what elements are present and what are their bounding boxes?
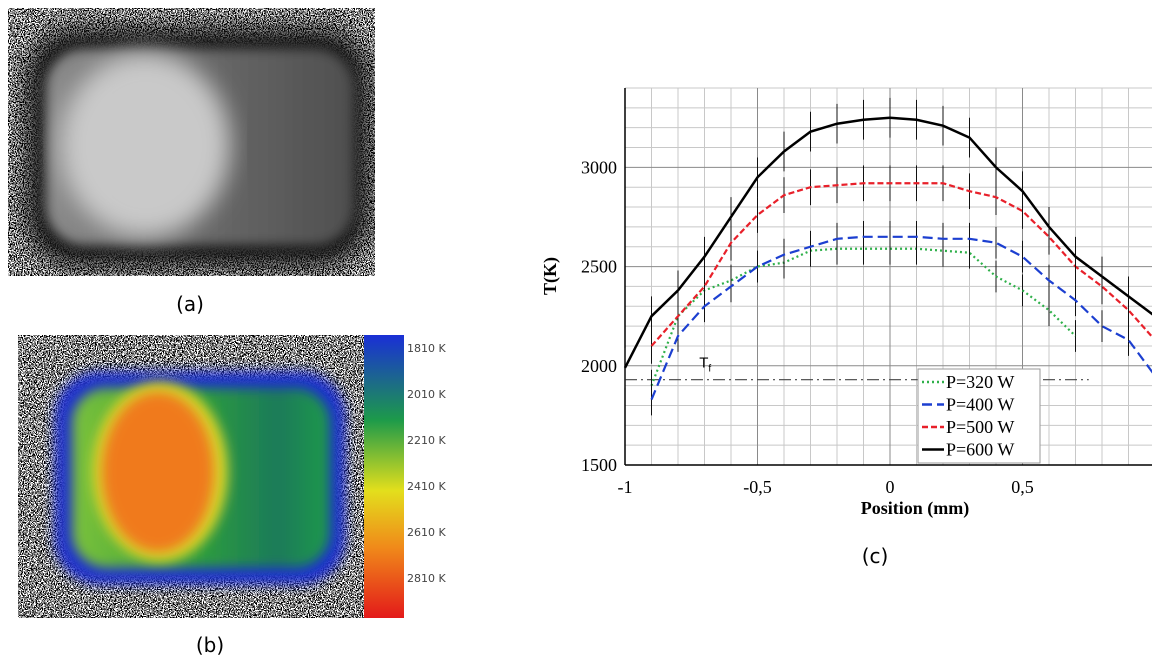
colorbar-label: 2410 K bbox=[407, 480, 446, 493]
hot-spot bbox=[102, 392, 214, 552]
legend-box bbox=[917, 368, 1041, 464]
y-axis-title: T(K) bbox=[540, 257, 561, 295]
series-line bbox=[650, 182, 1152, 347]
panel-label: (a) bbox=[176, 292, 204, 316]
colorbar-label: 2610 K bbox=[407, 526, 446, 539]
series-line bbox=[650, 247, 1077, 387]
colorbar-label: 2810 K bbox=[407, 572, 446, 585]
hot-spot bbox=[60, 53, 230, 237]
y-tick-label: 3000 bbox=[581, 157, 617, 177]
colorbar-label: 2210 K bbox=[407, 434, 446, 447]
image-a bbox=[8, 8, 375, 276]
panel-label: (c) bbox=[862, 544, 889, 568]
legend-label: P=400 W bbox=[946, 395, 1014, 415]
y-tick-label: 2500 bbox=[581, 257, 617, 277]
x-axis-title: Position (mm) bbox=[861, 498, 969, 519]
plot-area bbox=[623, 97, 1152, 416]
series-line bbox=[650, 235, 1152, 400]
reference-label-sub: f bbox=[708, 364, 711, 375]
colorbar bbox=[364, 335, 404, 618]
y-tick-label: 2000 bbox=[581, 356, 617, 376]
reference-label-main: T bbox=[699, 355, 708, 372]
x-tick-label: -1 bbox=[618, 477, 633, 497]
panel-label: (b) bbox=[196, 633, 224, 657]
x-tick-label: 0,5 bbox=[1011, 477, 1034, 497]
x-tick-label: 0 bbox=[886, 477, 895, 497]
reference-label: Tf bbox=[699, 355, 711, 375]
series-line bbox=[623, 116, 1152, 369]
x-tick-label: -0,5 bbox=[743, 477, 772, 497]
colorbar-label: 1810 K bbox=[407, 342, 446, 355]
x-tick-label: 1 bbox=[1151, 477, 1152, 497]
chart-c: 1500 2000 2500 3000 -1 -0,5 0 0,5 1 Tf P=320 W P=40… bbox=[581, 87, 1152, 497]
image-b bbox=[18, 335, 364, 618]
legend-label: P=600 W bbox=[946, 440, 1014, 460]
colorbar-label: 2010 K bbox=[407, 388, 446, 401]
legend-label: P=320 W bbox=[946, 372, 1014, 392]
legend-label: P=500 W bbox=[946, 417, 1014, 437]
y-tick-label: 1500 bbox=[581, 455, 617, 475]
